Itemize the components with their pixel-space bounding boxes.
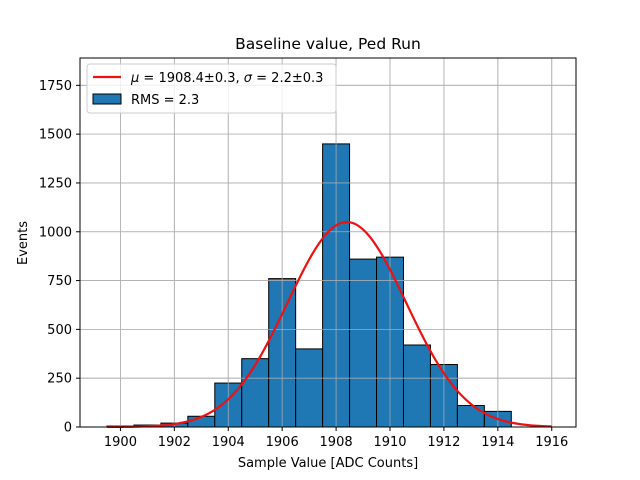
- fit-curve: [106, 220, 552, 429]
- x-tick-label: 1912: [427, 435, 460, 450]
- legend-histogram-label: RMS = 2.3: [131, 93, 199, 108]
- histogram-bar: [295, 348, 324, 428]
- histogram-bar: [456, 405, 485, 428]
- y-tick-label: 250: [47, 372, 72, 387]
- x-tick-label: 1906: [266, 435, 299, 450]
- legend-sigma-value: = 2.2±0.3: [252, 71, 323, 86]
- x-tick-label: 1904: [212, 435, 245, 450]
- y-tick-label: 750: [47, 274, 72, 289]
- histogram-bar: [241, 358, 270, 428]
- legend-fit-label: μ = 1908.4±0.3, σ = 2.2±0.3: [130, 71, 323, 86]
- histogram-bar: [402, 344, 431, 428]
- legend-mu-symbol: μ: [130, 71, 139, 86]
- y-tick-label: 1750: [39, 79, 72, 94]
- fit-curve-group: [106, 220, 552, 429]
- y-tick-label: 0: [64, 421, 72, 436]
- axis-ticks: 1900 1902 1904 1906 1908 1910 1912 1914 1916 0 250…: [39, 79, 568, 450]
- y-tick-label: 1250: [39, 176, 72, 191]
- y-tick-label: 1500: [39, 128, 72, 143]
- legend: μ = 1908.4±0.3, σ = 2.2±0.3 RMS = 2.3: [86, 63, 337, 114]
- legend-histogram-swatch: [92, 93, 122, 105]
- legend-mu-value: = 1908.4±0.3,: [139, 71, 243, 86]
- y-tick-label: 1000: [39, 225, 72, 240]
- x-tick-label: 1910: [373, 435, 406, 450]
- x-tick-label: 1908: [320, 435, 353, 450]
- legend-box: [86, 63, 337, 114]
- x-tick-label: 1902: [158, 435, 191, 450]
- x-tick-label: 1916: [535, 435, 568, 450]
- x-tick-label: 1900: [104, 435, 137, 450]
- x-tick-label: 1914: [481, 435, 514, 450]
- histogram-bars: [80, 58, 576, 428]
- x-axis-label: Sample Value [ADC Counts]: [238, 456, 418, 471]
- legend-sigma-symbol: σ: [244, 71, 253, 86]
- y-tick-label: 500: [47, 323, 72, 338]
- plot-frame: [79, 57, 577, 428]
- histogram-bar: [349, 258, 378, 428]
- y-axis-label: Events: [16, 221, 31, 265]
- chart-title: Baseline value, Ped Run: [235, 35, 421, 53]
